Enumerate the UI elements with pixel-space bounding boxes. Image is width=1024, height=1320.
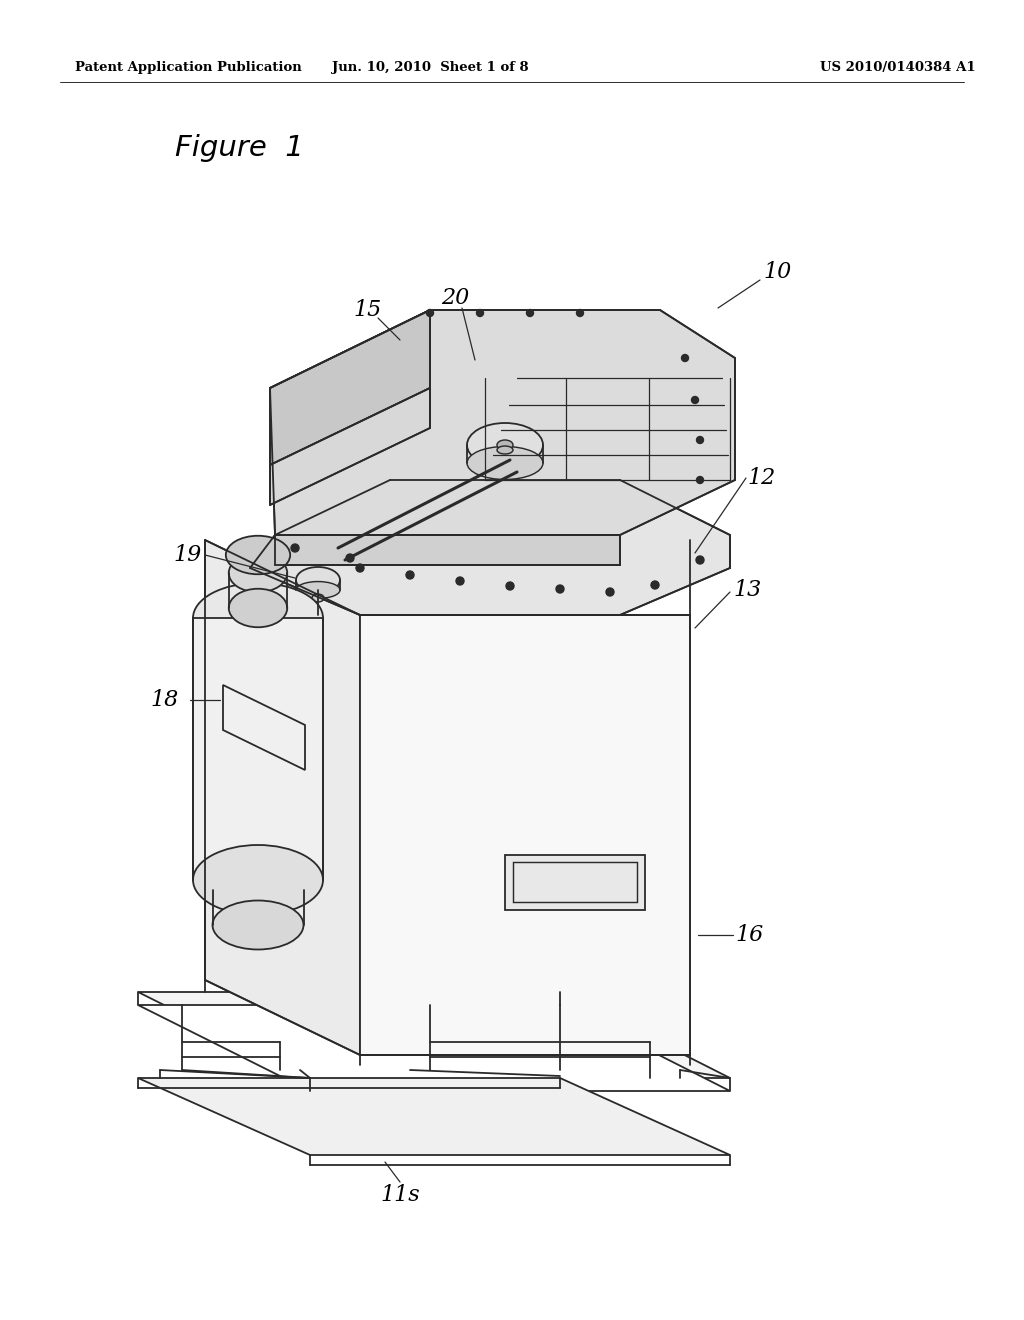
Circle shape <box>691 396 698 404</box>
Ellipse shape <box>228 554 288 593</box>
Ellipse shape <box>193 845 323 915</box>
Text: Figure  1: Figure 1 <box>175 135 304 162</box>
Circle shape <box>696 437 703 444</box>
Polygon shape <box>138 1078 730 1155</box>
Ellipse shape <box>467 446 543 479</box>
Ellipse shape <box>213 900 303 949</box>
Text: Patent Application Publication: Patent Application Publication <box>75 62 302 74</box>
Text: 16: 16 <box>736 924 764 946</box>
Polygon shape <box>275 535 620 565</box>
Text: 10: 10 <box>764 261 793 282</box>
Polygon shape <box>270 310 430 465</box>
Circle shape <box>427 309 433 317</box>
Polygon shape <box>205 540 360 1055</box>
Circle shape <box>682 355 688 362</box>
Ellipse shape <box>497 440 513 450</box>
Circle shape <box>526 309 534 317</box>
Ellipse shape <box>312 594 324 602</box>
Text: 11s: 11s <box>380 1184 420 1206</box>
Ellipse shape <box>193 583 323 653</box>
Text: Jun. 10, 2010  Sheet 1 of 8: Jun. 10, 2010 Sheet 1 of 8 <box>332 62 528 74</box>
Text: 18: 18 <box>151 689 179 711</box>
Text: 13: 13 <box>734 579 762 601</box>
Circle shape <box>556 585 564 593</box>
Text: 20: 20 <box>441 286 469 309</box>
Text: 15: 15 <box>354 300 382 321</box>
Circle shape <box>356 564 364 572</box>
Ellipse shape <box>467 422 543 467</box>
Circle shape <box>476 309 483 317</box>
Polygon shape <box>138 993 730 1078</box>
Circle shape <box>577 309 584 317</box>
Text: US 2010/0140384 A1: US 2010/0140384 A1 <box>820 62 976 74</box>
Text: 19: 19 <box>174 544 202 566</box>
Ellipse shape <box>497 446 513 454</box>
Circle shape <box>506 582 514 590</box>
Polygon shape <box>223 685 305 770</box>
Circle shape <box>346 554 354 562</box>
Polygon shape <box>193 618 323 880</box>
Ellipse shape <box>228 589 288 627</box>
Ellipse shape <box>296 568 340 593</box>
Polygon shape <box>138 1005 730 1092</box>
Circle shape <box>456 577 464 585</box>
Circle shape <box>606 587 614 597</box>
Ellipse shape <box>226 536 290 574</box>
Circle shape <box>291 544 299 552</box>
Polygon shape <box>250 480 730 615</box>
Ellipse shape <box>296 582 340 598</box>
Polygon shape <box>505 855 645 909</box>
Circle shape <box>651 581 659 589</box>
Polygon shape <box>270 388 430 506</box>
Circle shape <box>696 477 703 483</box>
Polygon shape <box>360 615 690 1055</box>
Text: 12: 12 <box>748 467 776 488</box>
Circle shape <box>406 572 414 579</box>
Circle shape <box>696 556 705 564</box>
Polygon shape <box>270 310 735 535</box>
